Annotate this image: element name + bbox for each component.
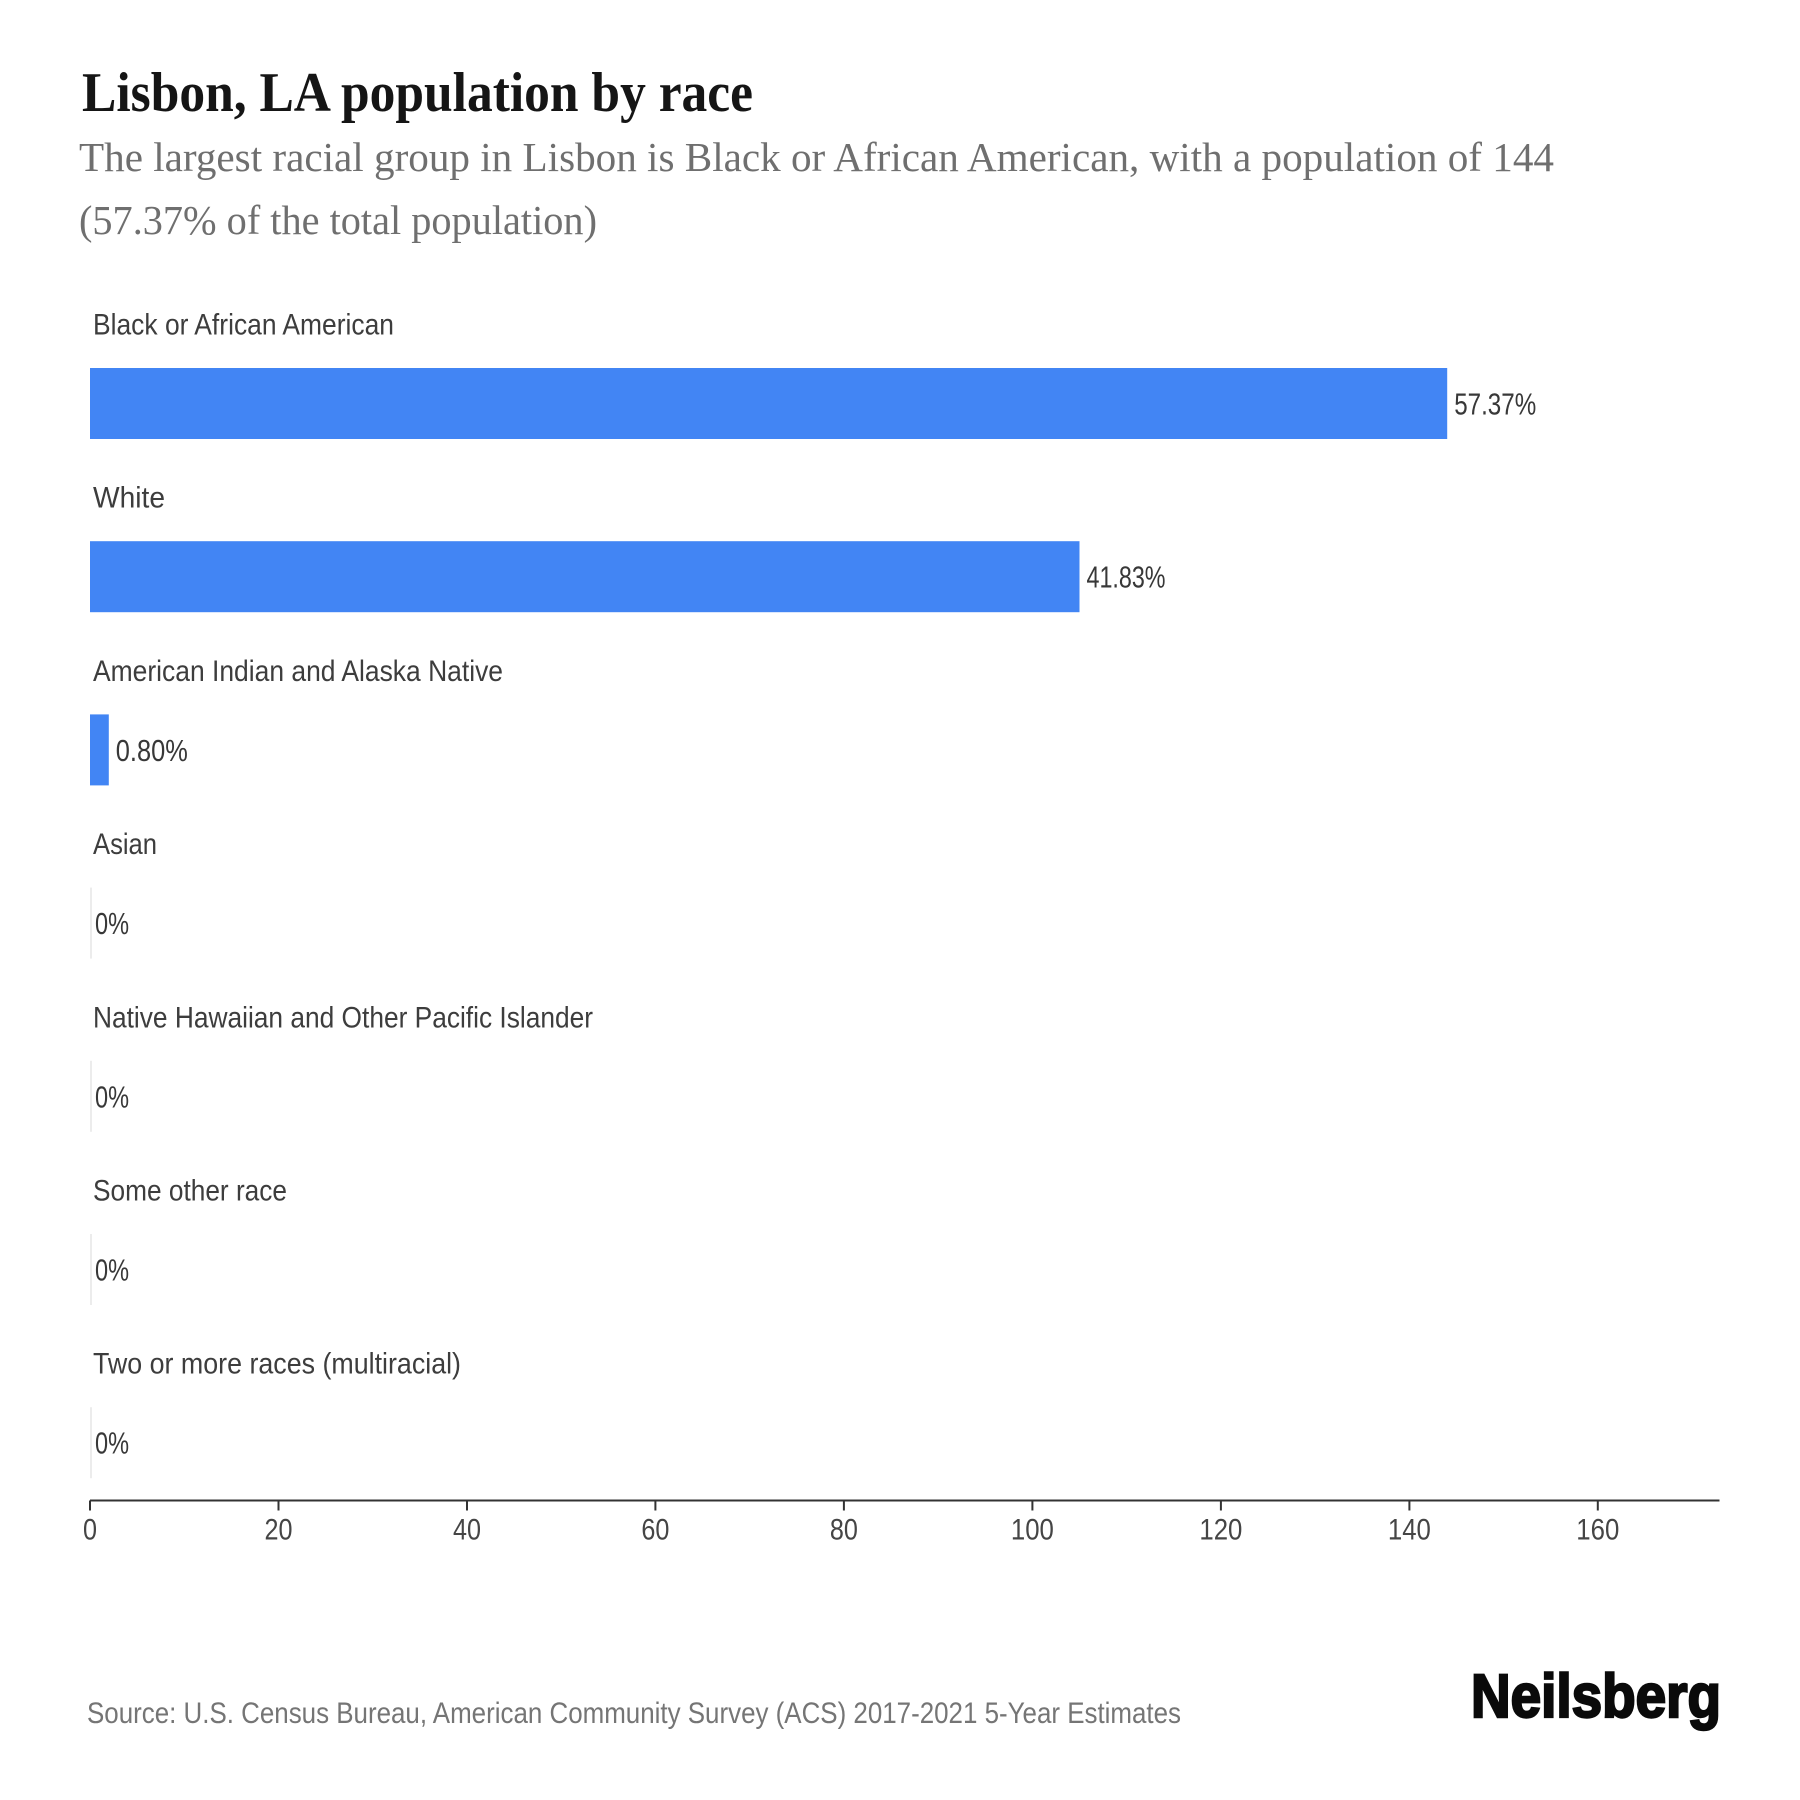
svg-text:80: 80: [830, 1514, 858, 1547]
svg-text:0%: 0%: [95, 906, 129, 941]
svg-text:140: 140: [1388, 1514, 1431, 1547]
svg-text:Native Hawaiian and Other Paci: Native Hawaiian and Other Pacific Island…: [93, 1001, 593, 1034]
svg-text:Neilsberg: Neilsberg: [1471, 1662, 1721, 1730]
svg-text:100: 100: [1011, 1514, 1054, 1547]
svg-text:41.83%: 41.83%: [1087, 560, 1166, 595]
svg-text:0%: 0%: [95, 1079, 129, 1114]
svg-text:American Indian and Alaska Nat: American Indian and Alaska Native: [93, 655, 503, 688]
svg-text:57.37%: 57.37%: [1454, 387, 1536, 422]
svg-text:Black or African American: Black or African American: [93, 309, 394, 342]
svg-text:40: 40: [453, 1514, 481, 1547]
svg-text:Lisbon, LA population by race: Lisbon, LA population by race: [82, 62, 753, 124]
svg-text:Source: U.S. Census Bureau, Am: Source: U.S. Census Bureau, American Com…: [87, 1697, 1181, 1730]
svg-text:0.80%: 0.80%: [116, 733, 188, 768]
svg-text:20: 20: [265, 1514, 293, 1547]
svg-text:0%: 0%: [95, 1253, 129, 1288]
svg-text:160: 160: [1576, 1514, 1619, 1547]
svg-text:Two or more races (multiracial: Two or more races (multiracial): [93, 1348, 461, 1381]
svg-text:60: 60: [641, 1514, 669, 1547]
svg-text:120: 120: [1199, 1514, 1242, 1547]
svg-text:The largest racial group in Li: The largest racial group in Lisbon is Bl…: [79, 134, 1554, 180]
svg-text:0%: 0%: [95, 1426, 129, 1461]
svg-text:(57.37% of the total populatio: (57.37% of the total population): [79, 197, 597, 243]
svg-text:Some other race: Some other race: [93, 1175, 287, 1208]
svg-text:0: 0: [83, 1514, 97, 1547]
svg-text:White: White: [93, 482, 165, 515]
svg-text:Asian: Asian: [93, 828, 157, 861]
